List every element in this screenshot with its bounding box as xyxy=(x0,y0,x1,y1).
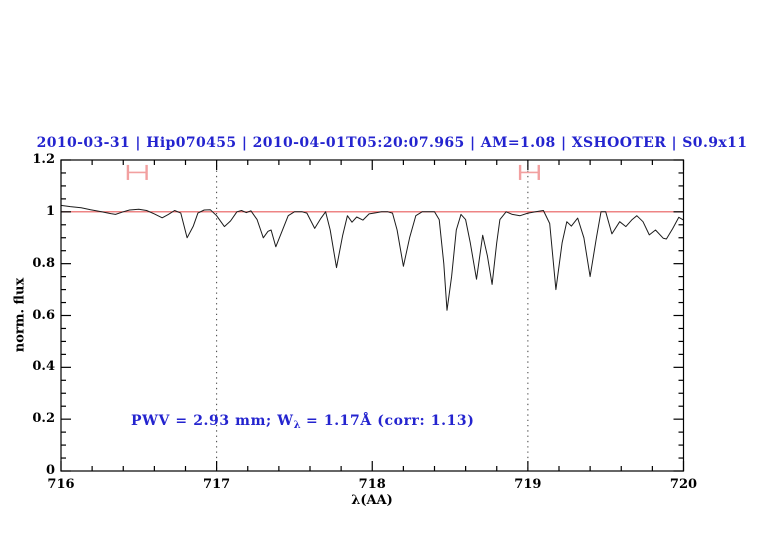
x-tick-label-717: 717 xyxy=(203,477,231,492)
y-tick-label-1.2: 1.2 xyxy=(32,152,55,167)
y-axis-label: norm. flux xyxy=(12,277,28,353)
pwv-annotation-part2: = 1.17Å (corr: 1.13) xyxy=(300,413,475,429)
pwv-annotation: PWV = 2.93 mm; Wλ = 1.17Å (corr: 1.13) xyxy=(131,413,475,431)
x-tick-label-716: 716 xyxy=(47,477,75,492)
x-tick-label-720: 720 xyxy=(669,477,698,492)
y-tick-label-0.6: 0.6 xyxy=(32,307,55,323)
y-tick-label-0.4: 0.4 xyxy=(32,359,55,375)
x-tick-label-719: 719 xyxy=(514,477,542,492)
x-tick-label-718: 718 xyxy=(358,477,386,492)
pwv-annotation-lambda-subscript: λ xyxy=(293,420,301,431)
spectrum-line xyxy=(60,204,684,311)
y-tick-label-1: 1 xyxy=(45,203,55,219)
y-tick-label-0: 0 xyxy=(45,463,55,478)
plot-title: 2010-03-31 | Hip070455 | 2010-04-01T05:2… xyxy=(36,135,748,151)
y-tick-label-0.2: 0.2 xyxy=(32,411,55,427)
y-tick-label-0.8: 0.8 xyxy=(32,255,55,271)
pwv-annotation-part1: PWV = 2.93 mm; W xyxy=(131,413,294,429)
x-axis-label: λ(AA) xyxy=(351,493,393,508)
